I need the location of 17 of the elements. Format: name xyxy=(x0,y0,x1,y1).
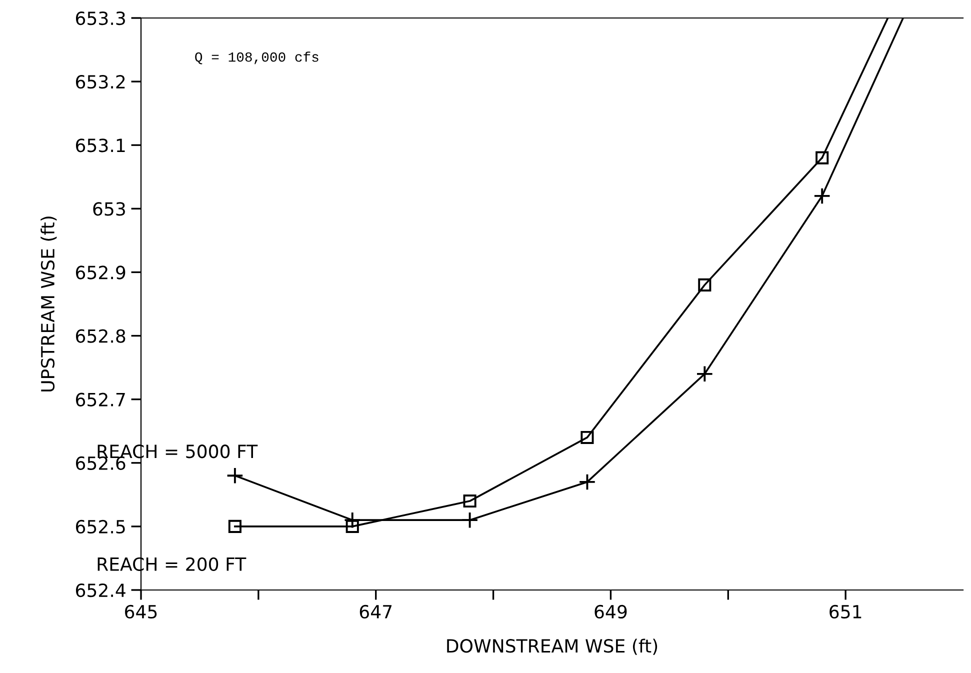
y-tick-label: 652.9 xyxy=(76,266,126,280)
y-axis-title: UPSTREAM WSE (ft) xyxy=(40,216,57,392)
y-tick-label: 653.1 xyxy=(76,138,125,152)
y-tick-label: 652.4 xyxy=(76,583,126,598)
x-tick-label: 645 xyxy=(125,604,157,619)
x-tick-label: 651 xyxy=(830,604,862,619)
y-tick-label: 652.7 xyxy=(76,392,125,406)
y-tick-label: 652.6 xyxy=(76,456,126,470)
y-tick-label: 652.5 xyxy=(76,520,125,534)
annotation: Q = 108,000 cfs xyxy=(195,52,318,64)
x-tick-label: 647 xyxy=(360,604,392,619)
y-tick-label: 653.2 xyxy=(76,75,125,89)
y-tick-label: 653.3 xyxy=(76,11,125,26)
y-tick-label: 652.8 xyxy=(76,329,126,343)
x-tick-label: 649 xyxy=(594,604,627,619)
y-tick-label: 653 xyxy=(93,202,125,216)
x-axis-title: DOWNSTREAM WSE (ft) xyxy=(447,638,658,655)
